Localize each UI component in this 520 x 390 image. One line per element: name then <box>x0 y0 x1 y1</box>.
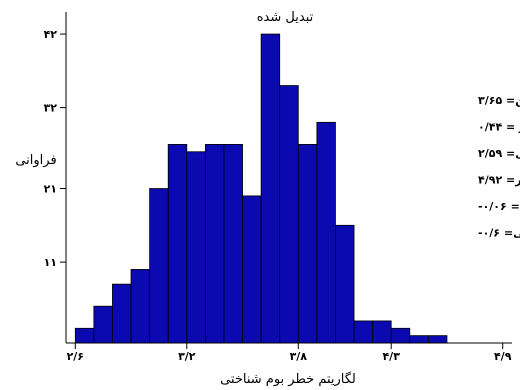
histogram-bar <box>130 269 151 344</box>
x-tick-label: ۲/۶ <box>67 350 84 363</box>
histogram-bar <box>335 224 355 344</box>
x-tick-label: ۴/۹ <box>494 350 512 363</box>
histogram-bar <box>223 143 243 344</box>
x-tick-label: ۳/۸ <box>290 350 308 363</box>
x-axis-label: لگاریتم خطر بوم شناختی <box>220 371 356 387</box>
histogram-bar <box>353 320 374 344</box>
y-tick-label: ۲۱ <box>44 183 57 196</box>
histogram-bar <box>93 305 113 344</box>
stat-line: کشیدگی= ۰/۶- <box>478 227 520 240</box>
x-tick-label: ۳/۲ <box>178 350 196 363</box>
stat-line: انحراف معیار = ۰/۴۴ <box>478 121 520 134</box>
histogram-bar <box>242 195 262 344</box>
axes-group: ۱۱ ۲۱ ۳۲ ۴۲ ۲/۶ ۳/۲ ۳/۸ ۴/۳ ۴/۹ <box>44 12 512 363</box>
histogram-bar <box>372 320 392 344</box>
histogram-bar <box>427 335 448 344</box>
histogram-bar <box>112 283 132 344</box>
bars-group <box>74 33 448 344</box>
y-tick-label: ۳۲ <box>44 102 58 115</box>
y-tick-label: ۴۲ <box>44 28 58 41</box>
histogram-bar <box>279 85 299 344</box>
y-tick-label: ۱۱ <box>44 256 57 269</box>
x-tick-label: ۴/۳ <box>382 350 400 363</box>
histogram-bar <box>260 33 281 344</box>
stat-line: چولگی= ۰/۰۶- <box>478 200 520 213</box>
stat-line: حداکثر= ۴/۹۲ <box>478 174 520 187</box>
histogram-bar <box>204 143 225 344</box>
stat-line: میانگین= ۳/۶۵ <box>478 94 520 107</box>
histogram-bar <box>186 151 206 344</box>
histogram-bar <box>409 335 429 344</box>
histogram-bar <box>390 327 411 344</box>
chart-title: تبدیل شده <box>257 10 314 25</box>
stats-box: میانگین= ۳/۶۵ انحراف معیار = ۰/۴۴ حداقل= ۲… <box>478 94 520 240</box>
y-axis-label: فراوانی <box>15 153 56 168</box>
histogram-bar <box>149 188 169 344</box>
histogram-bar <box>74 327 95 344</box>
histogram-bar <box>297 143 318 344</box>
stat-line: حداقل= ۲/۵۹ <box>478 147 520 160</box>
histogram-bar <box>167 143 188 344</box>
histogram-bar <box>316 121 336 344</box>
